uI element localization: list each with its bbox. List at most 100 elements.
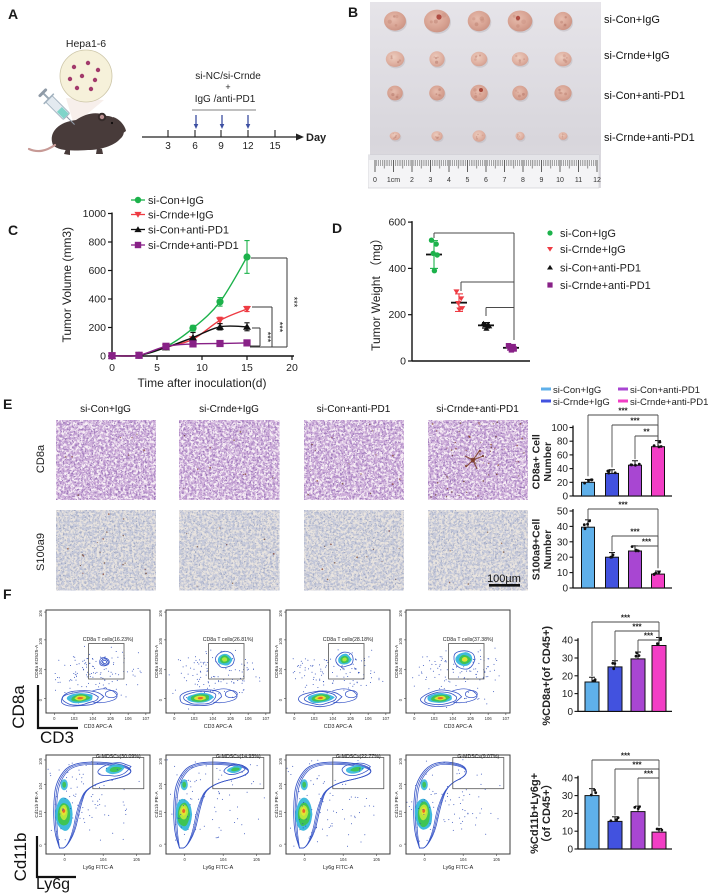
svg-text:103: 103 — [398, 810, 403, 818]
svg-text:5: 5 — [466, 177, 470, 184]
svg-text:si-Con+IgG: si-Con+IgG — [560, 228, 616, 240]
svg-text:103: 103 — [158, 810, 163, 818]
svg-text:Ly6g FITC-A: Ly6g FITC-A — [83, 865, 114, 871]
svg-text:40: 40 — [557, 464, 569, 475]
svg-text:10: 10 — [196, 362, 208, 374]
svg-text:***: *** — [618, 407, 628, 416]
svg-text:104: 104 — [220, 857, 228, 862]
svg-text:6: 6 — [484, 177, 488, 184]
svg-text:104: 104 — [398, 667, 403, 675]
svg-text:106: 106 — [485, 716, 493, 721]
svg-text:Hepa1-6: Hepa1-6 — [66, 38, 106, 50]
svg-text:Tumor Weight （mg）: Tumor Weight （mg） — [369, 232, 383, 351]
svg-text:3: 3 — [165, 141, 171, 152]
svg-text:106: 106 — [278, 609, 283, 617]
svg-text:0: 0 — [38, 698, 43, 701]
svg-text:***: *** — [632, 761, 642, 770]
svg-text:103: 103 — [38, 810, 43, 818]
svg-text:106: 106 — [158, 609, 163, 617]
svg-text:***: *** — [275, 322, 285, 333]
svg-text:G-MDSCs(14.93%): G-MDSCs(14.93%) — [216, 754, 261, 760]
svg-text:103: 103 — [431, 716, 439, 721]
svg-text:si-Crnde+anti-PD1: si-Crnde+anti-PD1 — [148, 240, 239, 252]
svg-text:***: *** — [644, 770, 654, 779]
svg-text:CD8a KO525-A: CD8a KO525-A — [274, 644, 280, 678]
svg-text:0: 0 — [293, 716, 296, 721]
svg-text:0: 0 — [373, 177, 377, 184]
svg-text:0: 0 — [562, 584, 568, 595]
svg-text:105: 105 — [493, 857, 501, 862]
svg-text:104: 104 — [209, 716, 217, 721]
svg-text:***: *** — [263, 332, 273, 343]
svg-text:CD3 APC-A: CD3 APC-A — [84, 724, 113, 730]
svg-text:0: 0 — [64, 857, 67, 862]
svg-text:103: 103 — [278, 810, 283, 818]
svg-text:106: 106 — [245, 716, 253, 721]
svg-text:CD8a: CD8a — [35, 444, 47, 473]
svg-text:Time after inoculation(d): Time after inoculation(d) — [138, 376, 267, 390]
svg-text:0: 0 — [109, 362, 115, 374]
svg-text:***: *** — [644, 632, 654, 641]
svg-text:105: 105 — [133, 857, 141, 862]
svg-text:103: 103 — [191, 716, 199, 721]
svg-text:Day: Day — [306, 132, 327, 144]
svg-text:105: 105 — [398, 637, 403, 645]
svg-text:20: 20 — [562, 671, 574, 682]
svg-text:20: 20 — [557, 553, 569, 564]
svg-text:104: 104 — [158, 667, 163, 675]
svg-text:0: 0 — [398, 844, 403, 847]
svg-text:***: *** — [621, 752, 631, 761]
svg-text:106: 106 — [38, 609, 43, 617]
svg-text:si-Crnde+IgG: si-Crnde+IgG — [560, 244, 626, 256]
svg-text:105: 105 — [347, 716, 355, 721]
svg-text:9: 9 — [540, 177, 544, 184]
svg-text:8: 8 — [521, 177, 525, 184]
svg-text:100: 100 — [551, 423, 568, 434]
svg-text:10: 10 — [562, 689, 574, 700]
svg-text:CD3 APC-A: CD3 APC-A — [204, 724, 233, 730]
svg-text:si-Crnde+IgG: si-Crnde+IgG — [148, 209, 214, 221]
svg-text:105: 105 — [38, 637, 43, 645]
svg-text:CD3: CD3 — [40, 728, 74, 747]
svg-text:si-Con+IgG: si-Con+IgG — [148, 195, 204, 207]
svg-text:30: 30 — [562, 654, 574, 665]
svg-text:80: 80 — [557, 437, 569, 448]
svg-text:0: 0 — [413, 716, 416, 721]
svg-text:103: 103 — [71, 716, 79, 721]
svg-text:104: 104 — [278, 782, 283, 790]
svg-text:5: 5 — [154, 362, 160, 374]
svg-text:105: 105 — [158, 757, 163, 765]
svg-text:G-MDSCs(9.07%): G-MDSCs(9.07%) — [457, 754, 499, 760]
svg-text:104: 104 — [100, 857, 108, 862]
svg-text:0: 0 — [158, 844, 163, 847]
svg-text:S100a9+Cell: S100a9+Cell — [530, 519, 542, 581]
svg-text:0: 0 — [38, 844, 43, 847]
svg-text:Number: Number — [542, 530, 554, 570]
svg-text:400: 400 — [388, 263, 406, 275]
svg-text:107: 107 — [502, 716, 510, 721]
svg-text:CD8a T cells(26.81%): CD8a T cells(26.81%) — [203, 637, 254, 643]
svg-text:40: 40 — [562, 773, 574, 784]
svg-text:105: 105 — [278, 637, 283, 645]
svg-text:105: 105 — [398, 757, 403, 765]
svg-text:Ly6g FITC-A: Ly6g FITC-A — [203, 865, 234, 871]
svg-text:2: 2 — [410, 177, 414, 184]
svg-text:si-Con+anti-PD1: si-Con+anti-PD1 — [148, 224, 229, 236]
svg-text:50: 50 — [557, 507, 569, 518]
svg-text:Ly6g FITC-A: Ly6g FITC-A — [323, 865, 354, 871]
svg-text:si-Crnde+IgG: si-Crnde+IgG — [553, 397, 610, 408]
svg-text:104: 104 — [449, 716, 457, 721]
svg-text:104: 104 — [278, 667, 283, 675]
svg-text:（of CD45+）: （of CD45+） — [540, 778, 553, 848]
svg-text:0: 0 — [173, 716, 176, 721]
svg-text:CD8a KO525-A: CD8a KO525-A — [154, 644, 160, 678]
svg-text:15: 15 — [241, 362, 253, 374]
svg-text:104: 104 — [329, 716, 337, 721]
svg-text:103: 103 — [311, 716, 319, 721]
svg-text:106: 106 — [398, 609, 403, 617]
svg-text:100µm: 100µm — [487, 573, 521, 585]
svg-text:0: 0 — [53, 716, 56, 721]
svg-text:105: 105 — [278, 757, 283, 765]
svg-text:CD8a: CD8a — [9, 685, 28, 729]
svg-text:Ly6g: Ly6g — [36, 876, 70, 893]
